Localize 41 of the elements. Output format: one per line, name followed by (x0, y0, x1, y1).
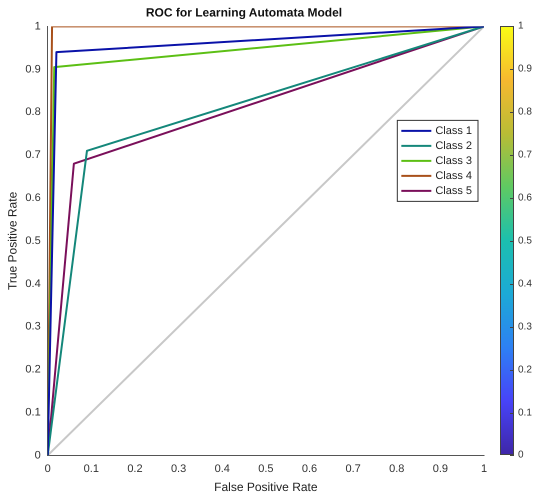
legend-label: Class 2 (435, 140, 472, 152)
y-tick-label: 0 (34, 449, 41, 462)
y-tick-label: 0.8 (25, 106, 41, 118)
legend-label: Class 5 (435, 184, 472, 197)
y-tick-label: 0.3 (25, 320, 41, 333)
color-bar-label: 0.6 (518, 192, 532, 204)
y-tick-label: 0.5 (25, 234, 41, 247)
x-tick-label: 0.4 (214, 463, 230, 476)
legend-label: Class 4 (435, 170, 472, 182)
legend-label: Class 1 (435, 124, 472, 137)
x-tick-label: 0 (44, 463, 51, 476)
chart-title: ROC for Learning Automata Model (146, 6, 342, 20)
x-tick-label: 0.8 (389, 463, 404, 476)
y-tick-label: 0.2 (25, 364, 41, 376)
color-bar-label: 0.4 (518, 278, 532, 290)
y-tick-label: 0.4 (25, 278, 41, 290)
x-tick-label: 0.9 (432, 463, 448, 476)
y-tick-label: 1 (34, 20, 41, 32)
y-tick-label: 0.9 (25, 63, 41, 76)
color-bar-label: 0.3 (518, 321, 532, 332)
x-tick-label: 0.3 (170, 463, 186, 476)
color-bar-label: 0.1 (518, 407, 532, 418)
y-axis-title: True Positive Rate (6, 191, 20, 290)
y-tick-label: 0.7 (25, 149, 41, 162)
color-bar-label: 1 (518, 20, 524, 32)
x-axis-title: False Positive Rate (214, 480, 318, 494)
x-tick-label: 1 (480, 463, 488, 476)
color-bar-label: 0.8 (518, 106, 532, 118)
x-tick-label: 0.7 (345, 463, 361, 476)
legend-label: Class 3 (435, 154, 472, 167)
color-bar-label: 0.7 (518, 150, 532, 161)
x-tick-label: 0.6 (302, 463, 318, 476)
x-tick-label: 0.1 (84, 463, 99, 476)
x-tick-label: 0.2 (127, 463, 143, 476)
y-tick-label: 0.6 (25, 192, 41, 204)
color-bar-label: 0.5 (518, 235, 532, 246)
y-tick-label: 0.1 (25, 406, 41, 419)
color-bar-label: 0.2 (518, 364, 532, 376)
x-tick-label: 0.5 (258, 463, 274, 476)
color-bar-label: 0 (518, 450, 524, 461)
color-bar-label: 0.9 (518, 64, 532, 75)
